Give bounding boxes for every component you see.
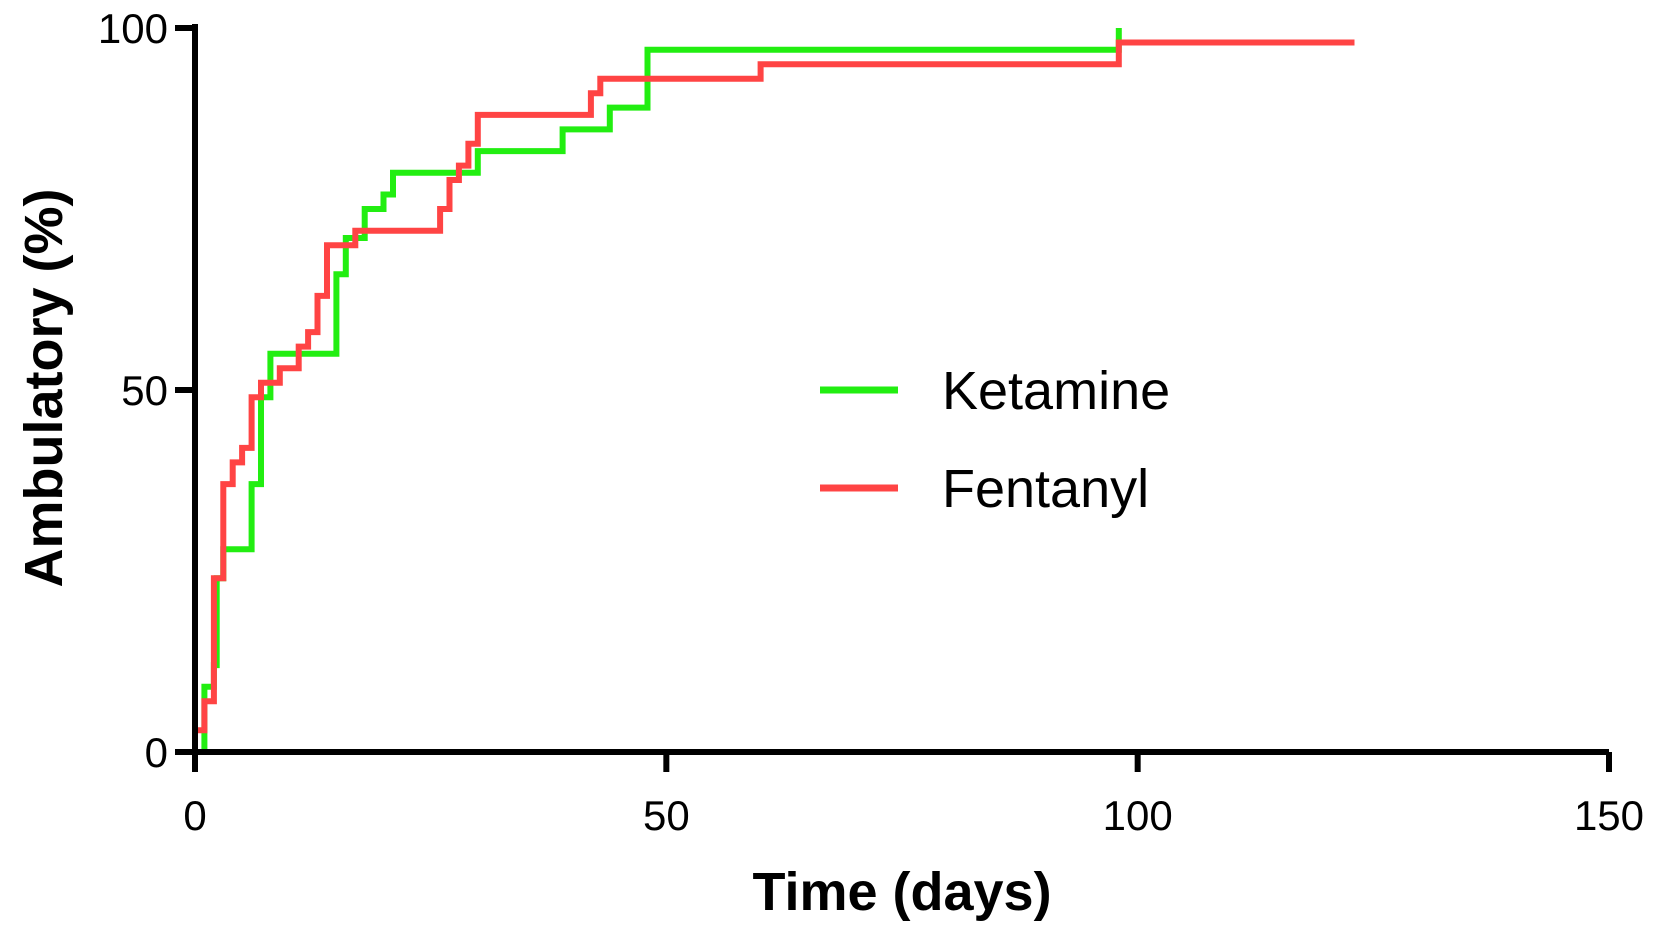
x-tick-label: 100 (1103, 792, 1173, 839)
x-tick-label: 0 (183, 792, 206, 839)
series-line-fentanyl (192, 39, 1355, 752)
y-tick-label: 100 (98, 5, 168, 52)
legend-label-ketamine: Ketamine (942, 361, 1170, 421)
y-axis-title: Ambulatory (%) (14, 188, 74, 587)
x-tick-label: 150 (1574, 792, 1644, 839)
x-axis-title: Time (days) (752, 862, 1051, 922)
ticks-layer: 0 50 100 150 0 50 100 (98, 5, 1644, 839)
x-tick-label: 50 (643, 792, 690, 839)
axes-layer (192, 24, 1609, 755)
y-tick-label: 0 (145, 729, 168, 776)
legend: Ketamine Fentanyl (820, 361, 1170, 519)
legend-label-fentanyl: Fentanyl (942, 459, 1149, 519)
y-tick-label: 50 (121, 367, 168, 414)
series-layer (192, 28, 1355, 755)
